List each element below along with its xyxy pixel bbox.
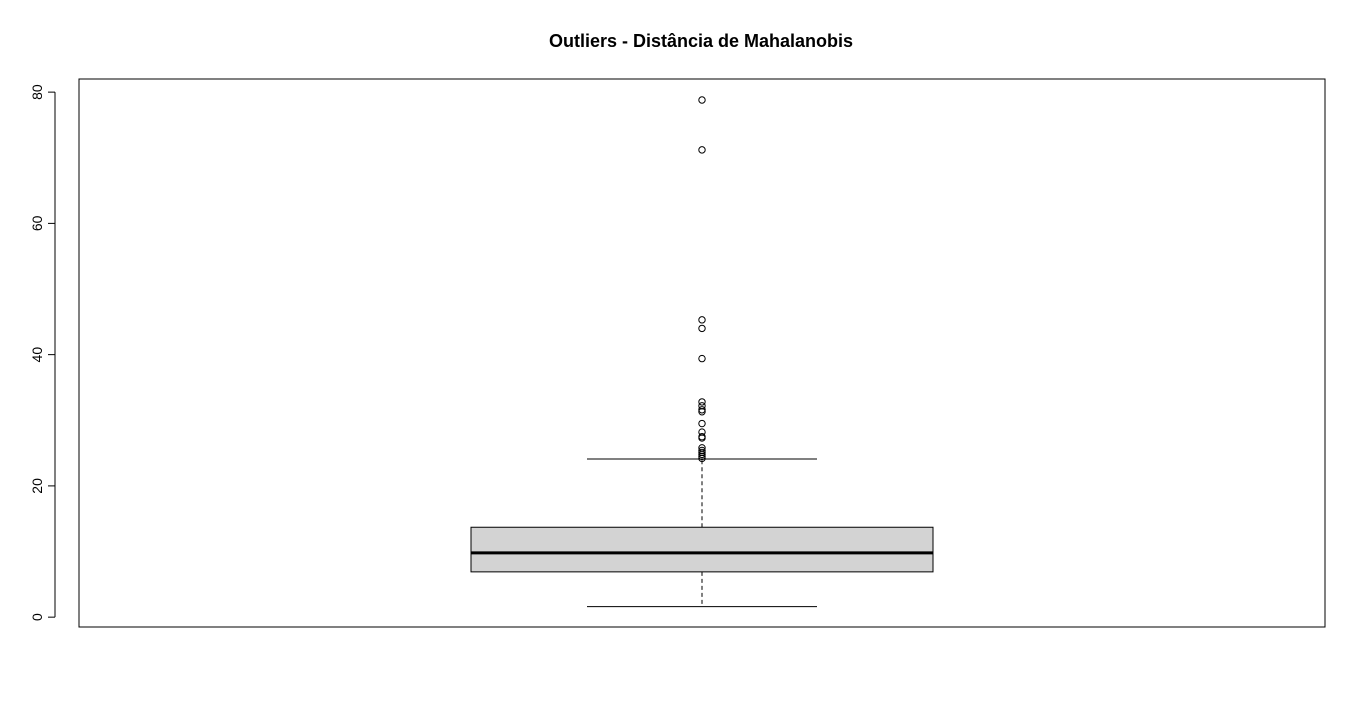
outlier-point [698,146,706,154]
outlier-point [698,454,706,463]
outlier-point [698,408,706,416]
outlier-point [698,354,706,363]
plot-frame [78,78,1326,628]
outlier-point [698,452,706,461]
outlier-point [698,450,706,459]
y-tick-label: 0 [29,613,45,621]
y-tick-label: 20 [29,478,45,494]
outlier-point [698,434,706,442]
plot-area [470,96,934,608]
interquartile-box [470,526,934,573]
outlier-point [698,406,706,414]
outlier-point [698,419,706,428]
outlier-point [698,324,706,333]
outlier-point [698,398,706,406]
y-tick-label: 60 [29,215,45,231]
chart-title: Outliers - Distância de Mahalanobis [549,31,853,51]
y-tick-label: 40 [29,347,45,363]
y-tick-label: 80 [29,84,45,100]
outlier-point [698,96,706,104]
outlier-point [698,316,706,324]
y-axis: 0 20 40 60 80 [29,84,56,621]
